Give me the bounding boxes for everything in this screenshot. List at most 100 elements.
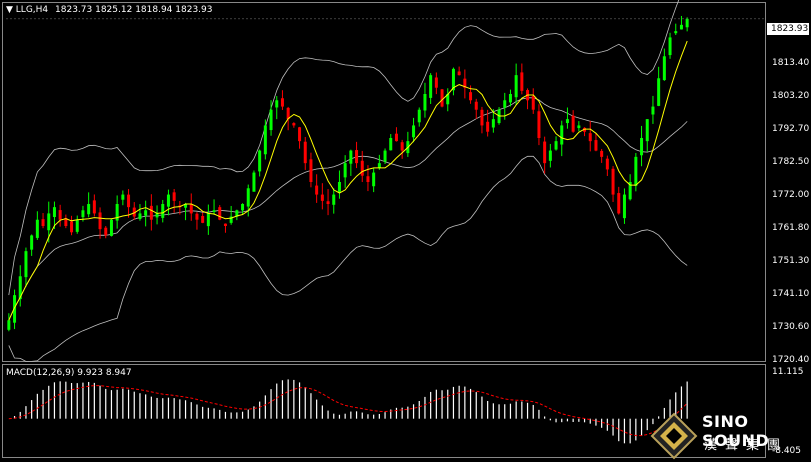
symbol-label: LLG,H4 [15, 5, 49, 15]
candle-body [326, 201, 330, 204]
logo-text-en: SINO SOUND [702, 412, 770, 450]
price-axis-tick: 1813.40 [772, 58, 810, 68]
candle-body [144, 210, 148, 216]
candle-body [577, 125, 581, 129]
price-axis-tick: 1782.50 [772, 157, 810, 167]
candle-body [548, 150, 552, 161]
candle-body [132, 207, 136, 217]
candle-body [486, 121, 490, 132]
candle-body [668, 37, 672, 56]
current-price-tag: 1823.93 [767, 23, 809, 35]
candle-body [423, 94, 427, 111]
candle-body [463, 78, 467, 88]
candle-body [383, 150, 387, 162]
macd-axis-bottom: -8.405 [772, 446, 802, 456]
candle-body [41, 219, 45, 226]
ohlc-label: 1823.73 1825.12 1818.94 1823.93 [55, 5, 213, 15]
candle-body [480, 109, 484, 126]
candle-body [628, 182, 632, 200]
candle-body [417, 109, 421, 123]
candle-body [366, 176, 370, 182]
logo-diamond-icon [650, 412, 698, 460]
dropdown-triangle-icon[interactable]: ▼ [6, 5, 13, 15]
macd-pane[interactable] [2, 364, 766, 458]
candle-body [269, 109, 273, 131]
candle-body [13, 295, 17, 323]
candle-body [280, 98, 284, 107]
logo-text-cn: 漢聲集團 [704, 438, 789, 453]
candle-body [645, 119, 649, 142]
candle-body [92, 200, 96, 214]
candle-body [372, 172, 376, 187]
candle-body [252, 172, 256, 192]
candle-body [70, 221, 74, 233]
candle-body [98, 212, 102, 230]
candle-body [412, 125, 416, 138]
candle-body [429, 75, 433, 98]
candle-body [75, 219, 79, 232]
candle-body [554, 141, 558, 150]
candle-body [605, 158, 609, 170]
candle-body [104, 227, 108, 236]
price-axis-tick: 1772.00 [772, 190, 810, 200]
candle-body [474, 101, 478, 110]
candle-body [275, 100, 279, 108]
candle-body [457, 71, 461, 76]
candle-body [292, 123, 296, 126]
macd-axis-top: 11.115 [772, 367, 804, 377]
candle-body [617, 193, 621, 214]
candle-body [583, 127, 587, 132]
candle-body [508, 94, 512, 103]
candle-body [651, 106, 655, 115]
candle-body [52, 207, 56, 218]
candle-body [355, 150, 359, 164]
candle-body [241, 204, 245, 211]
candle-body [491, 119, 495, 128]
candle-body [58, 210, 62, 220]
candle-body [640, 138, 644, 156]
candle-body [440, 89, 444, 107]
candle-body [223, 223, 227, 226]
price-axis-tick: 1751.30 [772, 256, 810, 266]
candle-body [360, 160, 364, 176]
bollinger-lower [8, 155, 688, 362]
candle-body [377, 163, 381, 168]
candle-body [514, 75, 518, 98]
candle-body [138, 213, 142, 220]
candle-body [206, 213, 210, 227]
candle-body [434, 77, 438, 88]
candle-body [286, 107, 290, 120]
candle-body [201, 215, 205, 223]
candle-body [451, 68, 455, 91]
candle-body [531, 95, 535, 110]
candle-body [565, 119, 569, 124]
price-chart-pane[interactable] [2, 2, 766, 362]
bollinger-upper [8, 0, 680, 296]
candle-body [520, 72, 524, 91]
candle-body [571, 115, 575, 132]
candle-body [543, 141, 547, 164]
candle-body [537, 111, 541, 138]
candle-body [166, 194, 170, 207]
price-axis-tick: 1792.70 [772, 124, 810, 134]
candle-body [320, 194, 324, 201]
sino-sound-logo: SINO SOUND 漢聲集團 [648, 410, 808, 460]
candle-body [155, 213, 159, 218]
candle-body [337, 182, 341, 192]
candle-body [400, 142, 404, 151]
candle-body [634, 156, 638, 186]
candle-body [218, 207, 222, 220]
macd-label: MACD(12,26,9) 9.923 8.947 [6, 368, 132, 378]
candle-body [212, 210, 216, 212]
candle-body [18, 276, 22, 300]
candle-body [184, 204, 188, 208]
candle-body [235, 210, 239, 217]
candle-body [87, 204, 91, 215]
candle-body [298, 127, 302, 142]
candle-body [189, 204, 193, 214]
symbol-header: ▼ LLG,H4 1823.73 1825.12 1818.94 1823.93 [6, 5, 212, 15]
candle-body [446, 94, 450, 105]
candle-body [622, 194, 626, 219]
candle-body [30, 235, 34, 250]
